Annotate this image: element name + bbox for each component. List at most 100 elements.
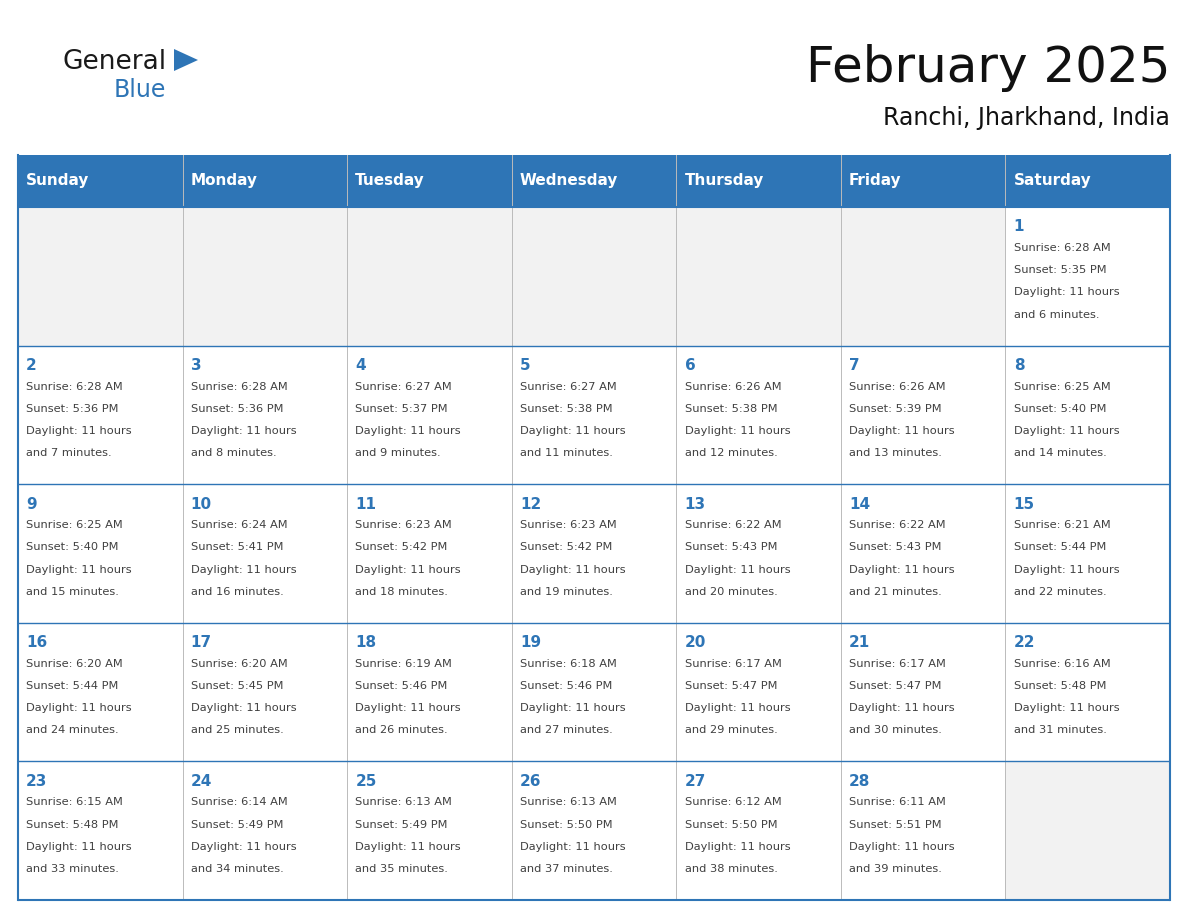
Bar <box>183 484 347 622</box>
Text: and 25 minutes.: and 25 minutes. <box>191 725 284 735</box>
Text: Sunrise: 6:20 AM: Sunrise: 6:20 AM <box>191 659 287 669</box>
Text: Daylight: 11 hours: Daylight: 11 hours <box>355 565 461 575</box>
Text: Saturday: Saturday <box>1013 174 1092 188</box>
Text: and 39 minutes.: and 39 minutes. <box>849 864 942 874</box>
Text: Daylight: 11 hours: Daylight: 11 hours <box>191 703 297 713</box>
Text: February 2025: February 2025 <box>805 44 1170 92</box>
Text: Sunset: 5:49 PM: Sunset: 5:49 PM <box>191 820 283 830</box>
Text: 24: 24 <box>191 774 213 789</box>
Bar <box>676 155 841 207</box>
Text: 9: 9 <box>26 497 37 511</box>
Bar <box>18 345 183 484</box>
Text: and 19 minutes.: and 19 minutes. <box>520 587 613 597</box>
Text: Sunrise: 6:27 AM: Sunrise: 6:27 AM <box>520 382 617 392</box>
Text: Sunrise: 6:13 AM: Sunrise: 6:13 AM <box>355 798 453 808</box>
Text: Wednesday: Wednesday <box>520 174 618 188</box>
Bar <box>347 345 512 484</box>
Text: Daylight: 11 hours: Daylight: 11 hours <box>1013 426 1119 436</box>
Text: 16: 16 <box>26 635 48 650</box>
Bar <box>1005 155 1170 207</box>
Text: and 11 minutes.: and 11 minutes. <box>520 448 613 458</box>
Text: 11: 11 <box>355 497 377 511</box>
Text: Sunset: 5:44 PM: Sunset: 5:44 PM <box>1013 543 1106 553</box>
Text: 12: 12 <box>520 497 542 511</box>
Bar <box>183 761 347 900</box>
Text: and 35 minutes.: and 35 minutes. <box>355 864 448 874</box>
Bar <box>841 484 1005 622</box>
Text: and 6 minutes.: and 6 minutes. <box>1013 309 1099 319</box>
Text: Thursday: Thursday <box>684 174 764 188</box>
Text: Daylight: 11 hours: Daylight: 11 hours <box>26 426 132 436</box>
Bar <box>676 622 841 761</box>
Text: Sunset: 5:39 PM: Sunset: 5:39 PM <box>849 404 942 414</box>
Text: Sunset: 5:40 PM: Sunset: 5:40 PM <box>1013 404 1106 414</box>
Text: 25: 25 <box>355 774 377 789</box>
Text: Sunrise: 6:28 AM: Sunrise: 6:28 AM <box>26 382 124 392</box>
Text: Sunset: 5:46 PM: Sunset: 5:46 PM <box>520 681 612 691</box>
Text: Sunset: 5:38 PM: Sunset: 5:38 PM <box>684 404 777 414</box>
Text: Sunrise: 6:28 AM: Sunrise: 6:28 AM <box>1013 243 1111 253</box>
Text: 27: 27 <box>684 774 706 789</box>
Text: Daylight: 11 hours: Daylight: 11 hours <box>684 565 790 575</box>
Text: Daylight: 11 hours: Daylight: 11 hours <box>191 565 297 575</box>
Text: and 22 minutes.: and 22 minutes. <box>1013 587 1106 597</box>
Text: and 34 minutes.: and 34 minutes. <box>191 864 284 874</box>
Text: and 16 minutes.: and 16 minutes. <box>191 587 284 597</box>
Text: 6: 6 <box>684 358 695 373</box>
Bar <box>512 155 676 207</box>
Text: and 27 minutes.: and 27 minutes. <box>520 725 613 735</box>
Text: and 20 minutes.: and 20 minutes. <box>684 587 777 597</box>
Text: 15: 15 <box>1013 497 1035 511</box>
Text: Daylight: 11 hours: Daylight: 11 hours <box>684 842 790 852</box>
Text: Blue: Blue <box>114 78 166 102</box>
Text: Sunset: 5:48 PM: Sunset: 5:48 PM <box>1013 681 1106 691</box>
Bar <box>347 207 512 345</box>
Text: Sunrise: 6:26 AM: Sunrise: 6:26 AM <box>684 382 782 392</box>
Text: Friday: Friday <box>849 174 902 188</box>
Text: and 7 minutes.: and 7 minutes. <box>26 448 112 458</box>
Bar <box>676 207 841 345</box>
Text: Sunrise: 6:18 AM: Sunrise: 6:18 AM <box>520 659 617 669</box>
Text: and 33 minutes.: and 33 minutes. <box>26 864 119 874</box>
Text: 21: 21 <box>849 635 871 650</box>
Text: Sunrise: 6:17 AM: Sunrise: 6:17 AM <box>684 659 782 669</box>
Text: and 31 minutes.: and 31 minutes. <box>1013 725 1106 735</box>
Text: and 24 minutes.: and 24 minutes. <box>26 725 119 735</box>
Text: and 29 minutes.: and 29 minutes. <box>684 725 777 735</box>
Text: 18: 18 <box>355 635 377 650</box>
Bar <box>841 761 1005 900</box>
Text: Daylight: 11 hours: Daylight: 11 hours <box>1013 703 1119 713</box>
Text: and 13 minutes.: and 13 minutes. <box>849 448 942 458</box>
Text: Sunrise: 6:20 AM: Sunrise: 6:20 AM <box>26 659 124 669</box>
Text: Daylight: 11 hours: Daylight: 11 hours <box>849 842 955 852</box>
Text: and 26 minutes.: and 26 minutes. <box>355 725 448 735</box>
Text: Sunrise: 6:22 AM: Sunrise: 6:22 AM <box>849 521 946 531</box>
Text: Daylight: 11 hours: Daylight: 11 hours <box>355 703 461 713</box>
Text: 8: 8 <box>1013 358 1024 373</box>
Bar <box>183 345 347 484</box>
Text: Sunrise: 6:15 AM: Sunrise: 6:15 AM <box>26 798 124 808</box>
Text: Sunset: 5:50 PM: Sunset: 5:50 PM <box>684 820 777 830</box>
Text: Sunset: 5:48 PM: Sunset: 5:48 PM <box>26 820 119 830</box>
Bar <box>676 761 841 900</box>
Text: Daylight: 11 hours: Daylight: 11 hours <box>191 842 297 852</box>
Text: Sunset: 5:50 PM: Sunset: 5:50 PM <box>520 820 613 830</box>
Text: Daylight: 11 hours: Daylight: 11 hours <box>1013 287 1119 297</box>
Text: and 9 minutes.: and 9 minutes. <box>355 448 441 458</box>
Bar <box>18 207 183 345</box>
Bar <box>347 622 512 761</box>
Bar <box>18 622 183 761</box>
Text: Sunrise: 6:11 AM: Sunrise: 6:11 AM <box>849 798 946 808</box>
Text: Sunrise: 6:14 AM: Sunrise: 6:14 AM <box>191 798 287 808</box>
Text: Sunrise: 6:28 AM: Sunrise: 6:28 AM <box>191 382 287 392</box>
Text: Sunset: 5:44 PM: Sunset: 5:44 PM <box>26 681 119 691</box>
Text: 13: 13 <box>684 497 706 511</box>
Text: Sunrise: 6:25 AM: Sunrise: 6:25 AM <box>26 521 124 531</box>
Text: Sunset: 5:42 PM: Sunset: 5:42 PM <box>355 543 448 553</box>
Text: and 30 minutes.: and 30 minutes. <box>849 725 942 735</box>
Text: 22: 22 <box>1013 635 1035 650</box>
Text: Daylight: 11 hours: Daylight: 11 hours <box>520 703 626 713</box>
Bar <box>676 345 841 484</box>
Text: 2: 2 <box>26 358 37 373</box>
Text: Ranchi, Jharkhand, India: Ranchi, Jharkhand, India <box>883 106 1170 130</box>
